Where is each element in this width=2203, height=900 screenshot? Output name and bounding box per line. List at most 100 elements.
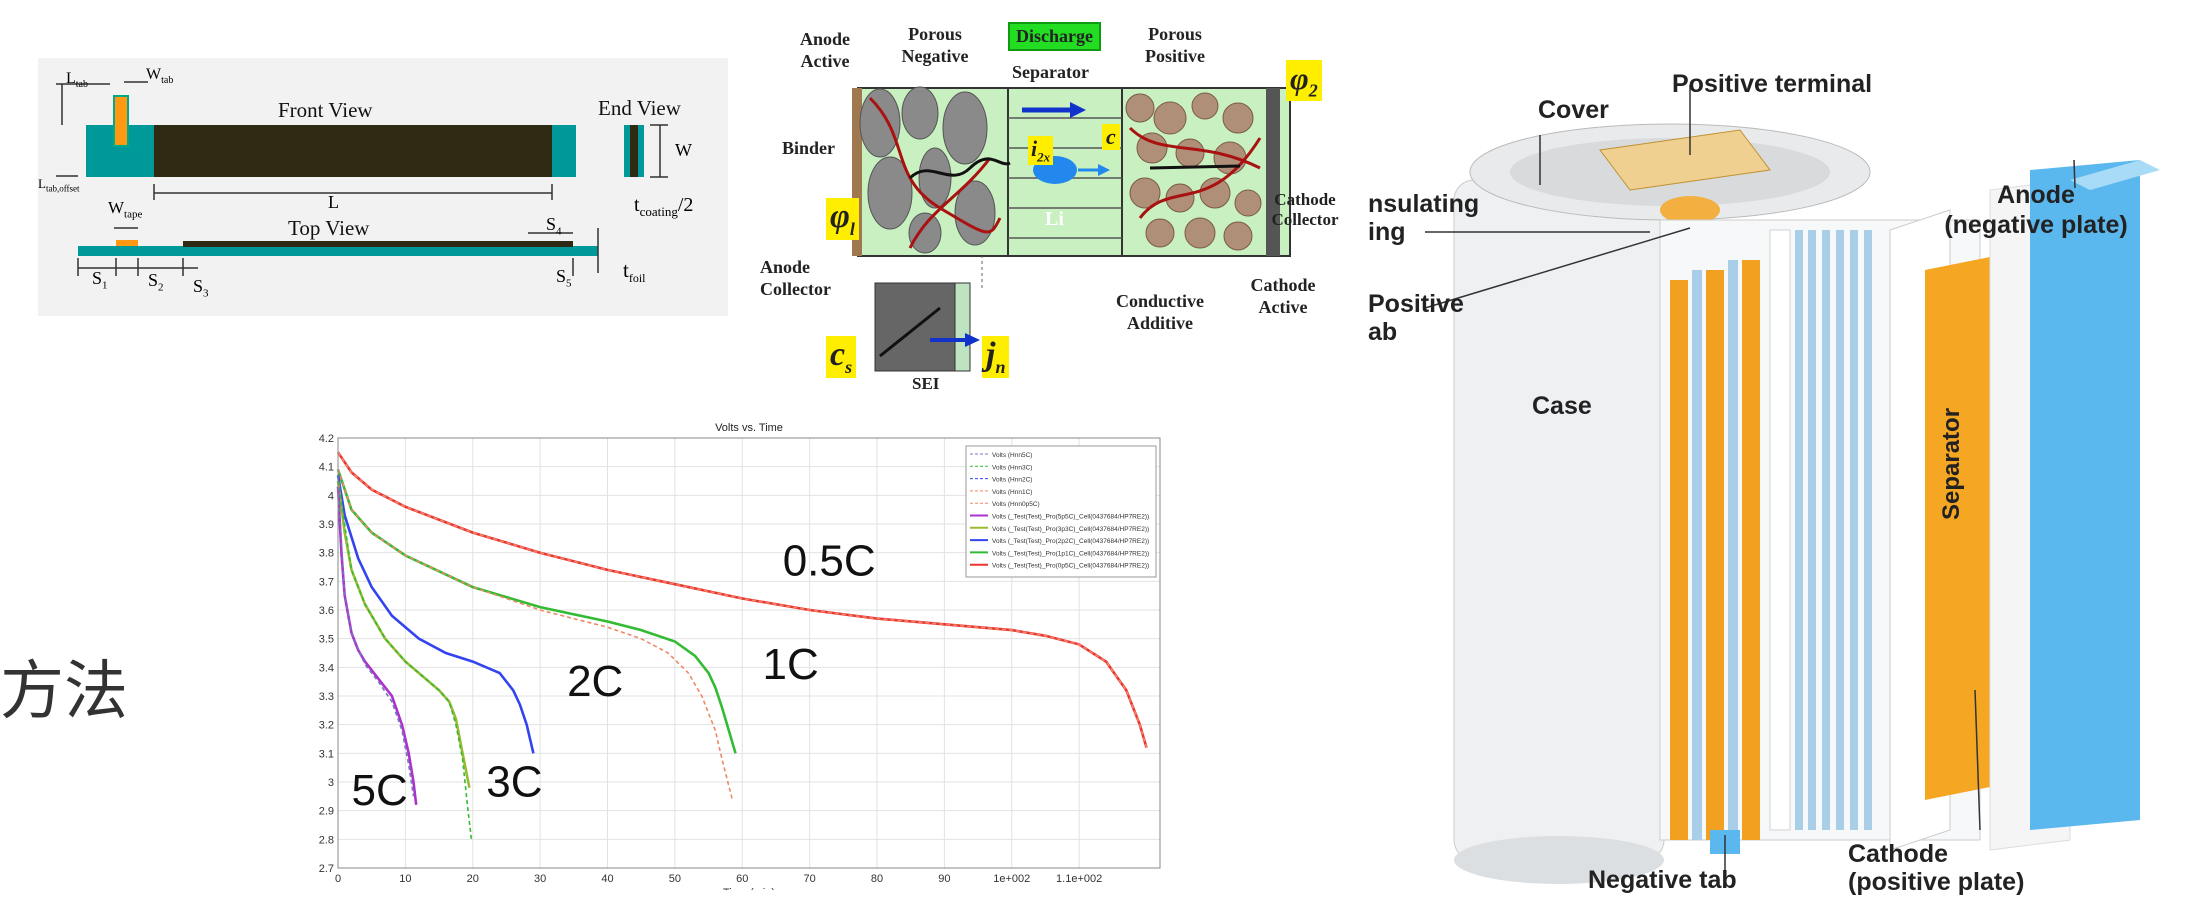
chart-series (336, 451, 1148, 840)
x-tick-label: 80 (871, 873, 883, 885)
width-label: W (675, 140, 692, 160)
series-line-3C (337, 480, 473, 840)
porous-positive-label: Porous Positive (1145, 24, 1205, 66)
binder-strands (868, 96, 1262, 249)
x-tick-label: 50 (669, 873, 681, 885)
x-tick-label: 20 (467, 873, 479, 885)
end-view-coating (630, 125, 638, 177)
t-coating-label: tcoating/2 (634, 194, 694, 219)
legend-entry: Volts (_Test(Test)_Pro(0p5C)_Cell(043768… (992, 563, 1149, 570)
i2x-symbol: i2x (1028, 136, 1054, 166)
plot-border (337, 437, 1161, 869)
t-foil-label: tfoil (623, 258, 646, 286)
chart-title: Volts vs. Time (715, 422, 783, 434)
y-tick-label: 3 (328, 777, 334, 789)
y-tick-label: 4.2 (319, 433, 334, 445)
l-tab-offset-label: Ltab,offset (38, 176, 80, 194)
front-view-label: Front View (278, 98, 373, 122)
discharge-badge: Discharge (1008, 22, 1101, 51)
separator-label: Separator (1012, 62, 1089, 82)
separator-label-rotated: Separator (1938, 407, 1965, 520)
negative-tab-label: Negative tab (1588, 866, 1737, 894)
insulating-ring-label: nsulating ing (1368, 190, 1480, 246)
tab-rect (113, 95, 129, 147)
phi-2-symbol: φ2 (1286, 60, 1322, 102)
y-tick-label: 3.5 (319, 634, 334, 646)
phi-l-symbol: φl (826, 198, 859, 240)
x-tick-label: 1e+002 (993, 873, 1030, 885)
w-tab-label: Wtab (146, 66, 174, 87)
series-line-1C (337, 469, 733, 800)
chart-legend: Volts (Hnn5C) Volts (Hnn3C) Volts (Hnn2C) V… (965, 445, 1157, 578)
anode-particles (859, 86, 996, 254)
battery-case (1453, 179, 1665, 861)
battery-cutaway-svg (1424, 85, 2160, 884)
positive-tab-label: Positive ab (1368, 290, 1464, 346)
legend-entry: Volts (_Test(Test)_Pro(1p1C)_Cell(043768… (992, 550, 1149, 557)
li-ion-label: Li (1045, 208, 1064, 230)
electrode-rolls (1670, 229, 1872, 840)
y-tick-label: 4 (328, 490, 334, 502)
binder-label: Binder (782, 138, 836, 158)
x-tick-label: 0 (335, 873, 341, 885)
w-tape-label: Wtape (108, 198, 143, 221)
y-tick-label: 3.7 (319, 576, 334, 588)
legend-entry: Volts (Hnn3C) (992, 464, 1032, 471)
battery-cutaway: Cover Positive terminal nsulating ing Po… (1368, 40, 2203, 896)
legend-entry: Volts (_Test(Test)_Pro(3p3C)_Cell(043768… (992, 526, 1149, 533)
y-tick-label: 3.8 (319, 548, 334, 560)
conductive-additive-label: Conductive Additive (1115, 291, 1204, 333)
legend-entry: Volts (Hnn0p5C) (992, 501, 1040, 508)
legend-box (965, 445, 1157, 578)
cell-schematic: Anode Active Porous Negative Discharge S… (760, 18, 1340, 398)
y-tick-label: 3.1 (319, 748, 334, 760)
y-tick-label: 3.2 (319, 720, 334, 732)
rate-label-5C: 5C (351, 766, 407, 815)
s1-label: S1 (92, 268, 108, 292)
positive-terminal-plate (1599, 129, 1771, 191)
rate-label-1C: 1C (762, 640, 818, 689)
anode-collector-label: Anode Collector (760, 257, 831, 299)
s3-label: S3 (193, 276, 209, 300)
end-view-foil-right (638, 125, 644, 177)
s5-label: S5 (556, 266, 572, 290)
x-tick-label: 1.1e+002 (1056, 873, 1102, 885)
legend-entry: Volts (Hnn1C) (992, 489, 1032, 496)
end-view-label: End View (598, 96, 681, 120)
end-view-foil-left (624, 125, 630, 177)
x-tick-label: 10 (399, 873, 411, 885)
cover-label: Cover (1538, 96, 1609, 124)
y-tick-label: 2.9 (319, 806, 334, 818)
top-view-foil (78, 246, 598, 256)
cell-schematic-svg (852, 86, 1291, 372)
anode-collector-bar (852, 88, 862, 256)
anode-sheet (2030, 160, 2140, 830)
series-line-2C (336, 475, 535, 754)
series-line-5C (336, 486, 418, 806)
top-view-tape (116, 240, 138, 246)
anode-label: Anode (negative plate) (1944, 181, 2128, 239)
positive-terminal-label: Positive terminal (1672, 70, 1873, 98)
legend-entry: Volts (Hnn2C) (992, 477, 1032, 484)
y-tick-label: 4.1 (319, 462, 334, 474)
jn-symbol: jn (982, 336, 1010, 378)
dimension-lines (56, 81, 668, 276)
x-tick-label: 90 (938, 873, 950, 885)
y-tick-label: 2.8 (319, 834, 334, 846)
cathode-collector-bar (1266, 88, 1280, 256)
rate-label-3C: 3C (486, 757, 542, 806)
front-view-coating (154, 125, 552, 177)
series-line-0p5C (337, 451, 1148, 748)
length-label: L (328, 192, 339, 212)
top-view-label: Top View (288, 216, 370, 240)
callout-lines (1424, 85, 2076, 870)
cjk-label: 方法 (0, 655, 128, 729)
c-symbol: c (1102, 124, 1120, 150)
legend-entry: Volts (_Test(Test)_Pro(2p2C)_Cell(043768… (992, 538, 1149, 545)
rate-label-2C: 2C (567, 657, 623, 706)
discharge-chart: Volts vs. Time 2.7 2.8 2.9 3 3.1 3.2 3.3 3.4 3.5 3… (300, 418, 1218, 899)
x-tick-label: 40 (601, 873, 613, 885)
chart-rate-labels: 0.5C 1C 2C 3C 5C (351, 537, 875, 815)
s4-label: S4 (546, 214, 562, 238)
cathode-label: Cathode (positive plate) (1848, 840, 2025, 896)
